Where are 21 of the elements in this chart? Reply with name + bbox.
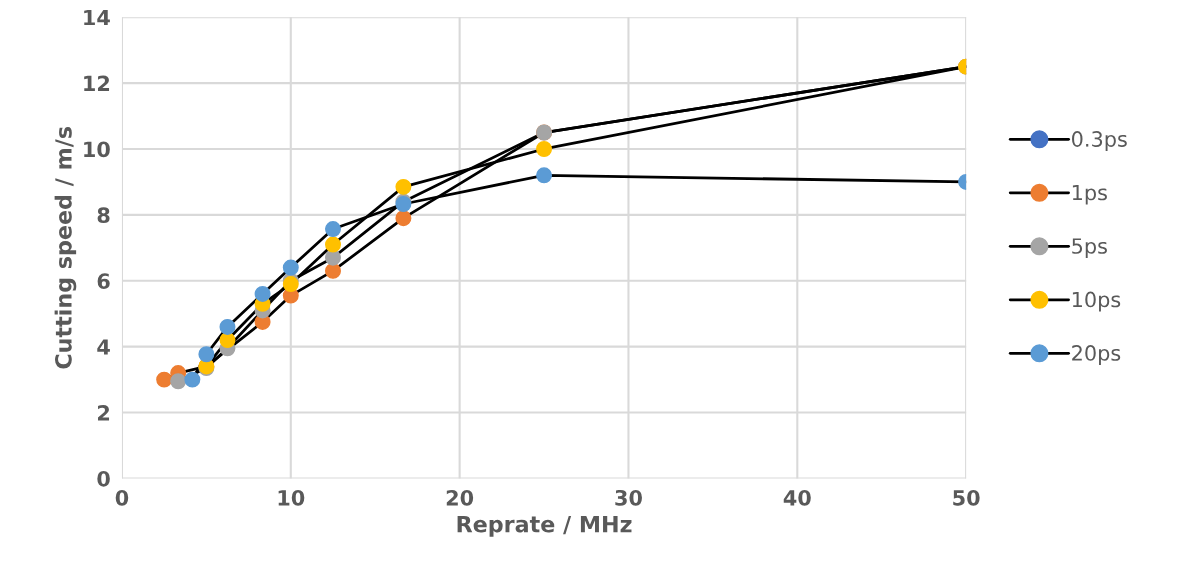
legend-label: 20ps	[1072, 345, 1121, 365]
y-tick-label: 4	[97, 339, 110, 355]
x-tick-label: 40	[783, 489, 811, 506]
y-tick-label: 8	[97, 207, 110, 224]
y-tick-label: 12	[84, 75, 110, 91]
y-axis-title: Cutting speed / m/s	[54, 127, 77, 369]
y-tick-label: 6	[97, 273, 110, 289]
legend-label: 1ps	[1072, 184, 1107, 205]
legend-label: 0.3ps	[1072, 131, 1127, 151]
x-tick-label: 10	[278, 489, 305, 506]
y-tick-label: 10	[84, 141, 110, 158]
y-tick-label: 14	[84, 9, 110, 26]
x-axis-title: Reprate / MHz	[457, 515, 632, 537]
x-tick-label: 30	[615, 489, 642, 506]
x-tick-label: 20	[446, 489, 474, 506]
x-tick-label: 0	[115, 489, 129, 506]
x-tick-label: 50	[953, 489, 980, 506]
y-tick-label: 2	[97, 405, 110, 421]
legend-label: 5ps	[1072, 238, 1107, 258]
y-tick-label: 0	[97, 470, 110, 487]
legend-label: 10ps	[1072, 291, 1121, 312]
